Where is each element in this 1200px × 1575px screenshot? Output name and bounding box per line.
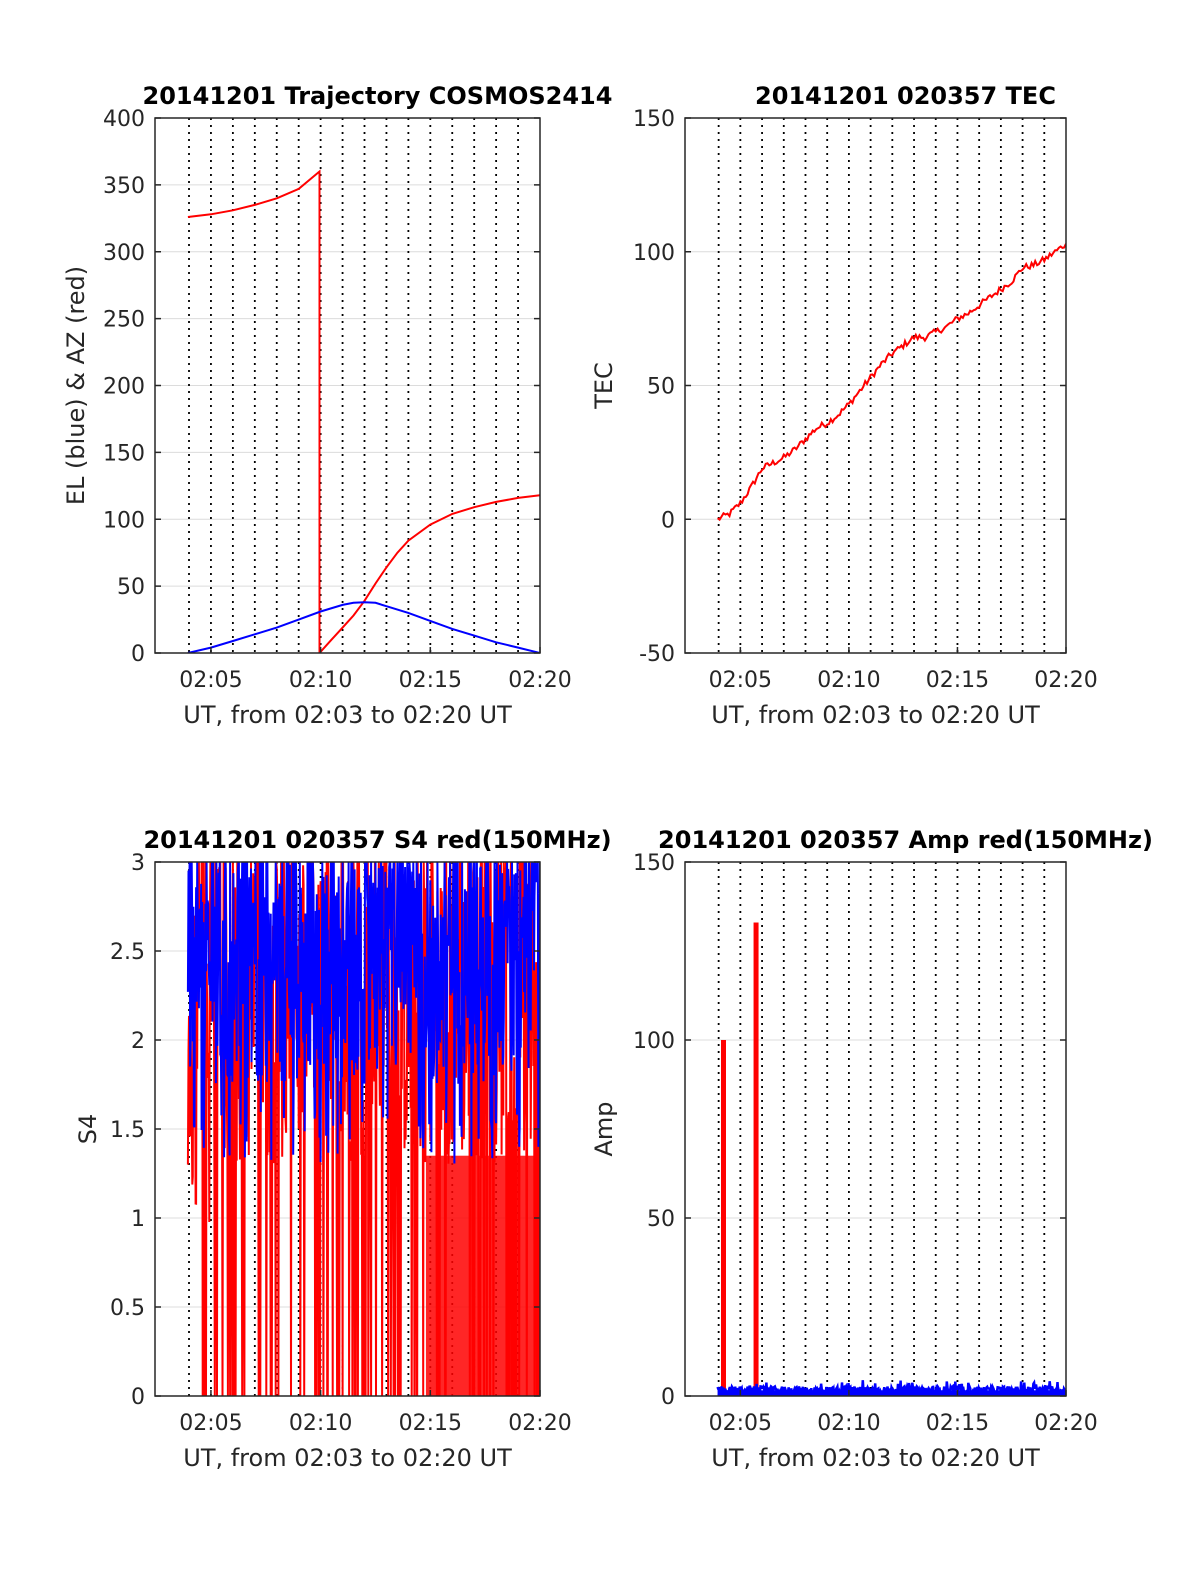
y-tick-label: 200: [103, 375, 145, 400]
series-line-1: [716, 243, 1066, 522]
chart-title: 20141201 020357 Amp red(150MHz): [658, 826, 1153, 854]
x-tick-label: 02:05: [179, 1411, 242, 1436]
x-tick-label: 02:05: [179, 668, 242, 693]
y-tick-label: 50: [647, 375, 675, 400]
y-tick-label: 2.5: [110, 940, 145, 965]
y-axis-label: Amp: [590, 1101, 618, 1156]
y-tick-label: 400: [103, 107, 145, 132]
y-tick-label: 3: [131, 851, 145, 876]
y-tick-label: 150: [103, 441, 145, 466]
y-tick-label: 250: [103, 308, 145, 333]
plot-area: [186, 862, 540, 1396]
y-tick-label: 0: [131, 642, 145, 667]
chart-title: 20141201 Trajectory COSMOS2414: [143, 82, 613, 110]
x-tick-label: 02:15: [399, 1411, 462, 1436]
series-line-1: [187, 169, 540, 653]
x-tick-label: 02:05: [709, 1411, 772, 1436]
amp-spike-1: [720, 1040, 726, 1396]
x-axis-label: UT, from 02:03 to 02:20 UT: [183, 1444, 512, 1472]
y-tick-label: 150: [633, 107, 675, 132]
x-tick-label: 02:10: [817, 668, 880, 693]
y-tick-label: 300: [103, 241, 145, 266]
panel-2: -50 0 50 100 150 02:05 02:10 02:15 02:20 UT, from…: [590, 82, 1098, 729]
y-tick-label: 2: [131, 1029, 145, 1054]
plot-area: [716, 243, 1066, 522]
y-axis-label: TEC: [590, 362, 618, 410]
axes-box: [684, 861, 1067, 1397]
series-line-2: [716, 1379, 1066, 1396]
y-tick-label: 100: [103, 508, 145, 533]
y-tick-label: 100: [633, 241, 675, 266]
y-axis-label: EL (blue) & AZ (red): [62, 266, 90, 505]
y-tick-label: 50: [117, 575, 145, 600]
panel-1: 0 50 100 150 200 250 300 350 400 02:05 02:10 02:15 0…: [62, 82, 612, 729]
y-tick-label: 1.5: [110, 1118, 145, 1143]
y-tick-label: 100: [633, 1029, 675, 1054]
x-tick-label: 02:10: [817, 1411, 880, 1436]
y-tick-label: 50: [647, 1207, 675, 1232]
y-tick-label: 350: [103, 174, 145, 199]
x-axis-label: UT, from 02:03 to 02:20 UT: [183, 701, 512, 729]
x-tick-label: 02:15: [926, 1411, 989, 1436]
y-tick-label: -50: [639, 642, 675, 667]
x-tick-label: 02:05: [709, 668, 772, 693]
x-tick-label: 02:20: [508, 668, 571, 693]
panel-3: 0 0.5 1 1.5 2 2.5 3 02:05 02:10 02:15 02:20 UT, fro…: [74, 826, 612, 1472]
chart-title: 20141201 020357 TEC: [755, 82, 1056, 110]
y-tick-label: 0.5: [110, 1296, 145, 1321]
x-axis-label: UT, from 02:03 to 02:20 UT: [711, 1444, 1040, 1472]
series-line-2: [186, 862, 540, 1164]
x-tick-label: 02:15: [926, 668, 989, 693]
x-tick-label: 02:15: [399, 668, 462, 693]
y-tick-label: 0: [661, 508, 675, 533]
plot-area: [187, 169, 540, 653]
y-tick-label: 1: [131, 1207, 145, 1232]
series-2-bulk: [717, 1390, 1066, 1396]
amp-spike-2: [753, 922, 759, 1396]
x-tick-label: 02:10: [289, 1411, 352, 1436]
y-axis-label: S4: [74, 1114, 102, 1145]
x-tick-label: 02:20: [1034, 668, 1097, 693]
series-line-2: [187, 601, 540, 653]
x-axis-label: UT, from 02:03 to 02:20 UT: [711, 701, 1040, 729]
x-tick-label: 02:20: [1034, 1411, 1097, 1436]
plot-area: [716, 922, 1066, 1396]
y-tick-label: 150: [633, 851, 675, 876]
y-tick-label: 0: [661, 1385, 675, 1410]
panel-4: 0 50 100 150 02:05 02:10 02:15 02:20 UT, from 02…: [590, 826, 1153, 1472]
chart-title: 20141201 020357 S4 red(150MHz): [143, 826, 611, 854]
series-1-bulk: [425, 1155, 540, 1396]
x-tick-label: 02:10: [289, 668, 352, 693]
x-tick-label: 02:20: [508, 1411, 571, 1436]
y-tick-label: 0: [131, 1385, 145, 1410]
